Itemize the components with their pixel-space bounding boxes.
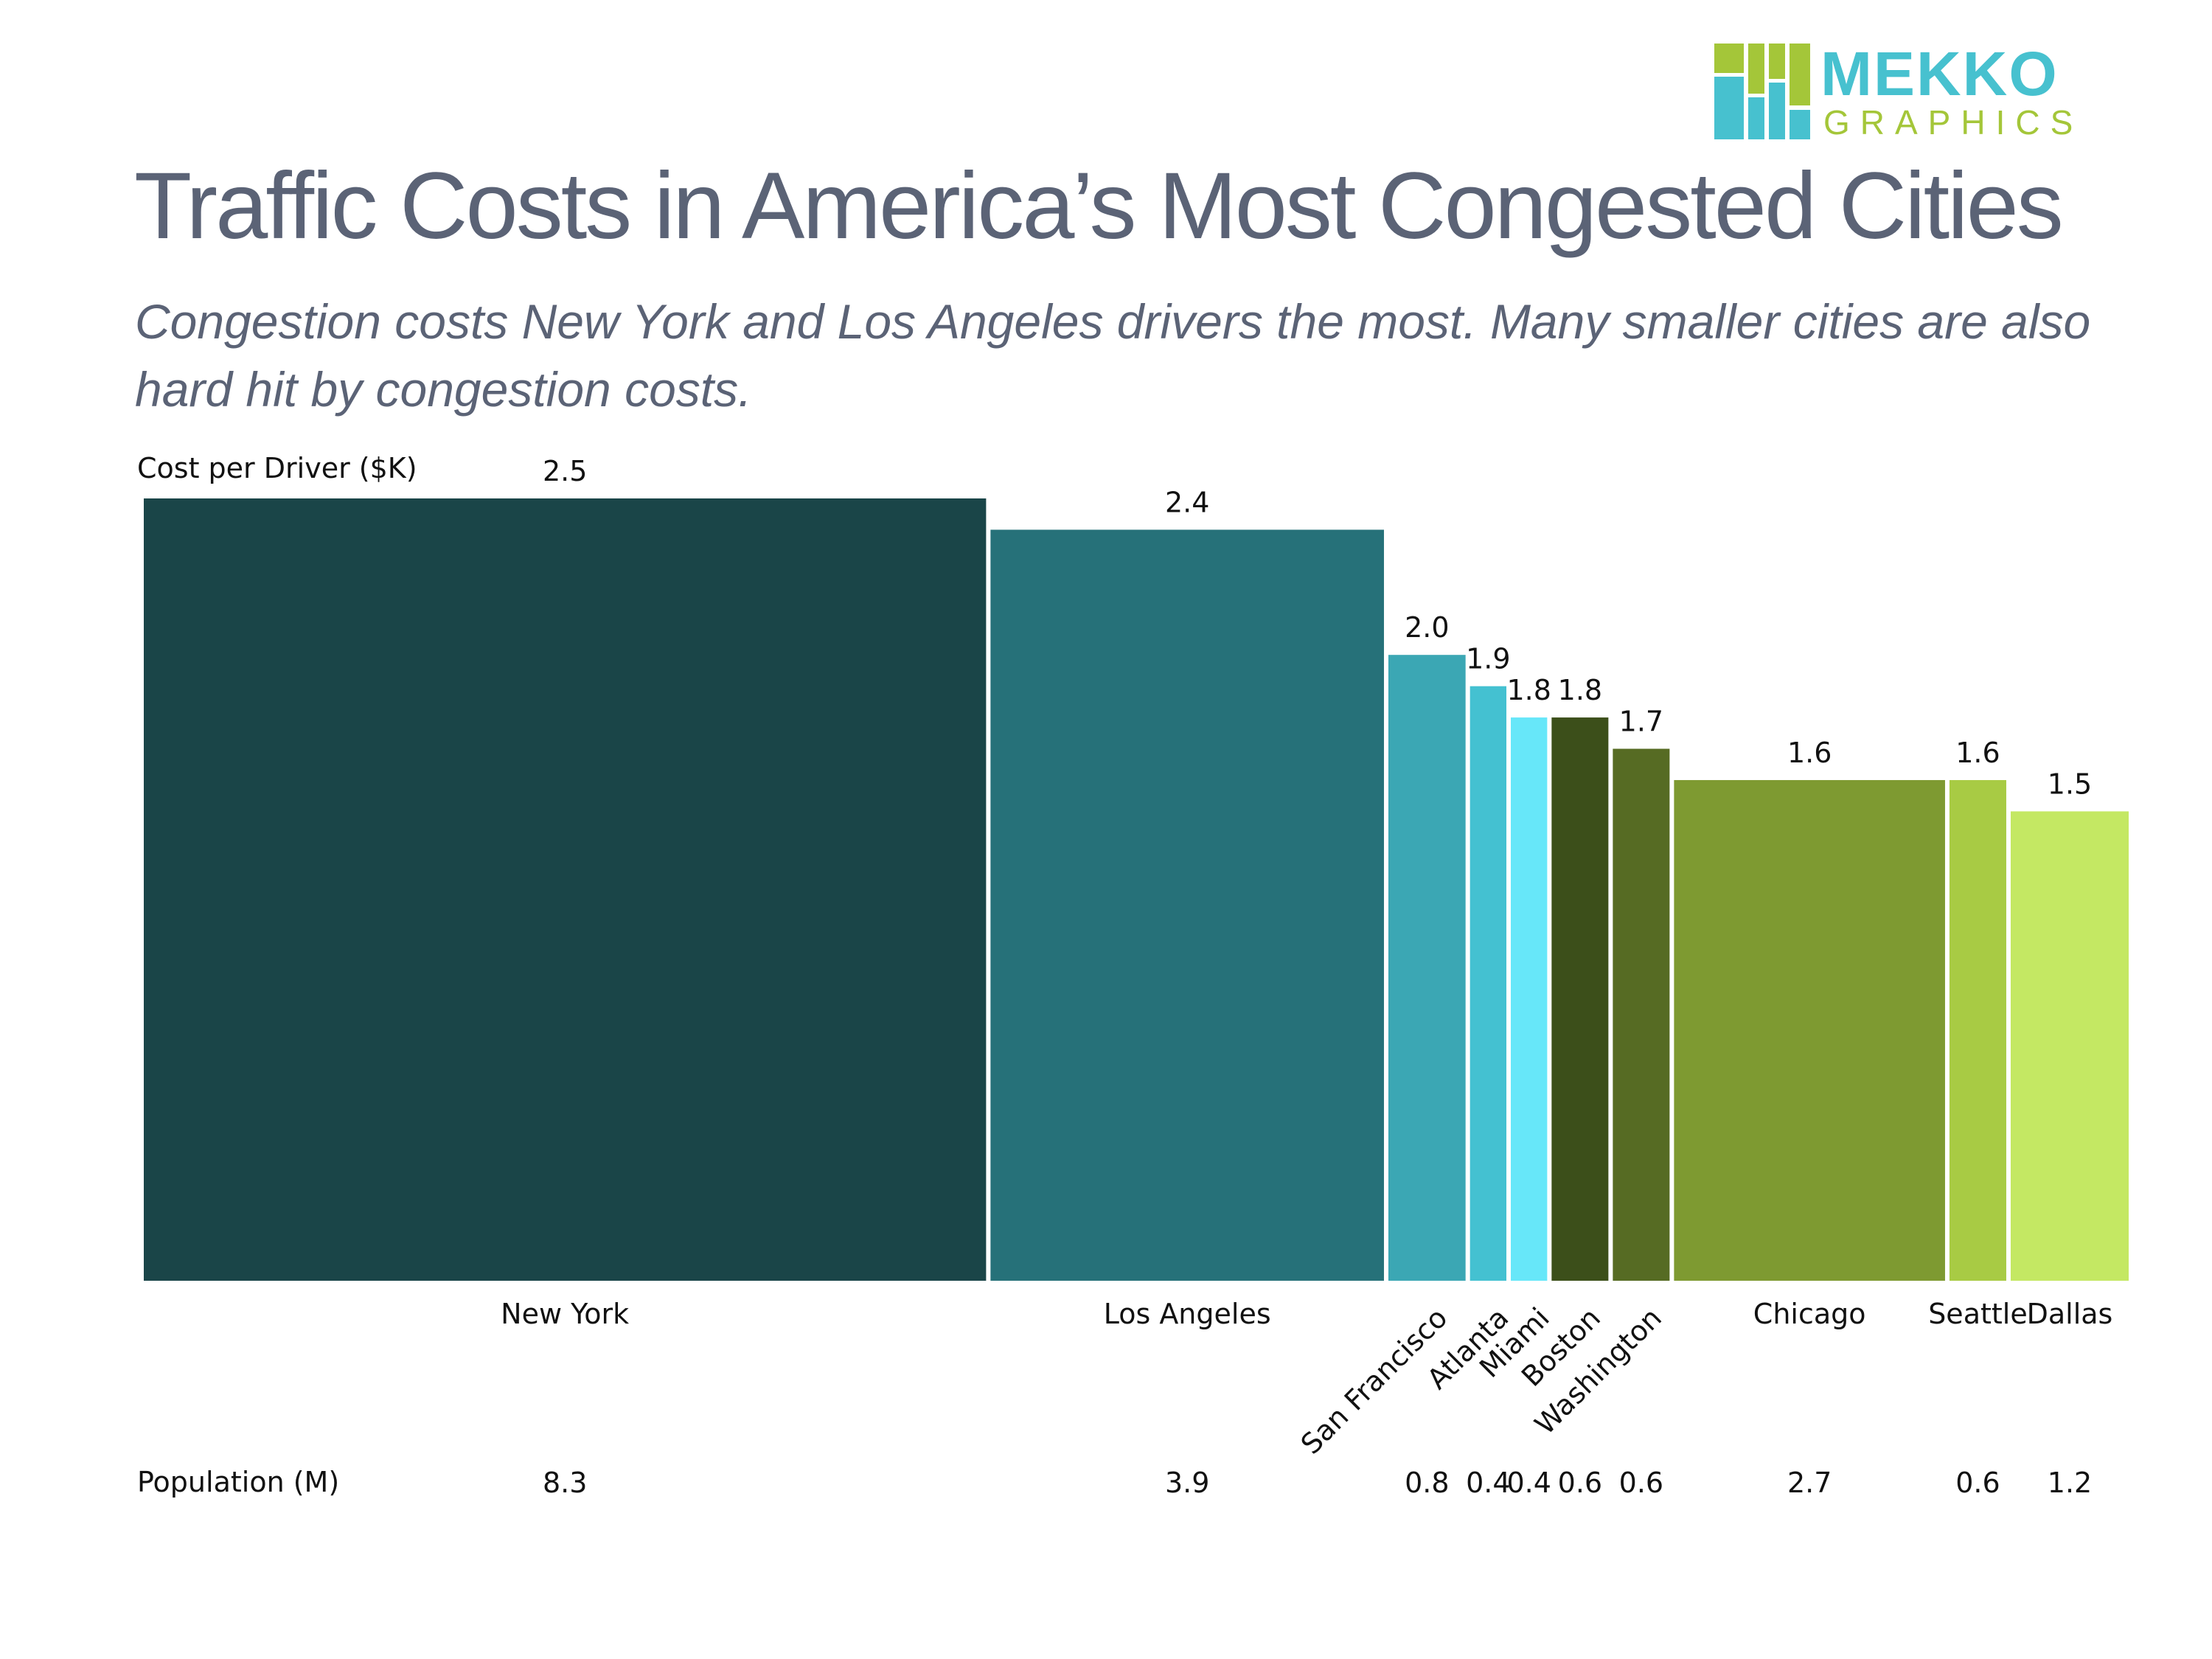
bar-chicago: [1674, 779, 1945, 1281]
value-label-san-francisco: 2.0: [1405, 611, 1449, 644]
category-label-new-york: New York: [501, 1298, 629, 1330]
logo-block: [1748, 44, 1764, 94]
population-label-seattle: 0.6: [1955, 1467, 2000, 1499]
bar-dallas: [2010, 811, 2129, 1281]
logo-block: [1790, 110, 1810, 139]
bar-atlanta: [1470, 686, 1507, 1281]
mekko-graphics-logo: MEKKO GRAPHICS: [1714, 44, 2171, 139]
logo-block: [1790, 44, 1810, 105]
y-axis-title: Cost per Driver ($K): [137, 452, 417, 484]
value-label-new-york: 2.5: [543, 455, 587, 487]
bar-san-francisco: [1388, 655, 1466, 1281]
value-label-chicago: 1.6: [1787, 737, 1832, 769]
logo-word-mekko: MEKKO: [1820, 44, 2059, 108]
value-label-atlanta: 1.9: [1466, 643, 1510, 675]
width-axis-title: Population (M): [137, 1466, 340, 1498]
value-label-miami: 1.8: [1506, 674, 1551, 706]
population-label-boston: 0.6: [1558, 1467, 1602, 1499]
population-label-san-francisco: 0.8: [1405, 1467, 1449, 1499]
logo-block: [1714, 77, 1744, 139]
bar-washington: [1613, 748, 1670, 1281]
population-label-new-york: 8.3: [543, 1467, 587, 1499]
bar-los-angeles: [990, 529, 1384, 1281]
logo-word-graphics: GRAPHICS: [1823, 103, 2083, 139]
population-label-dallas: 1.2: [2048, 1467, 2092, 1499]
population-label-atlanta: 0.4: [1466, 1467, 1510, 1499]
bar-boston: [1551, 717, 1609, 1281]
logo-graphic: MEKKO GRAPHICS: [1714, 44, 2083, 139]
logo-block: [1748, 97, 1764, 139]
population-label-washington: 0.6: [1619, 1467, 1663, 1499]
category-label-seattle: Seattle: [1928, 1298, 2028, 1330]
category-label-los-angeles: Los Angeles: [1104, 1298, 1271, 1330]
population-label-chicago: 2.7: [1787, 1467, 1832, 1499]
value-label-boston: 1.8: [1558, 674, 1602, 706]
value-label-dallas: 1.5: [2048, 768, 2092, 800]
bar-seattle: [1949, 779, 2006, 1281]
page-subtitle: Congestion costs New York and Los Angele…: [135, 294, 2091, 417]
population-label-miami: 0.4: [1506, 1467, 1551, 1499]
logo-block: [1714, 44, 1744, 73]
category-label-dallas: Dallas: [2027, 1298, 2113, 1330]
value-label-seattle: 1.6: [1955, 737, 2000, 769]
value-label-washington: 1.7: [1619, 706, 1663, 738]
bar-miami: [1511, 717, 1548, 1281]
logo-block: [1769, 83, 1785, 139]
logo-block: [1769, 44, 1785, 79]
bar-new-york: [144, 498, 987, 1281]
population-label-los-angeles: 3.9: [1165, 1467, 1209, 1499]
value-label-los-angeles: 2.4: [1165, 486, 1209, 518]
page-title: Traffic Costs in America’s Most Congeste…: [134, 153, 2064, 259]
category-label-chicago: Chicago: [1753, 1298, 1866, 1330]
